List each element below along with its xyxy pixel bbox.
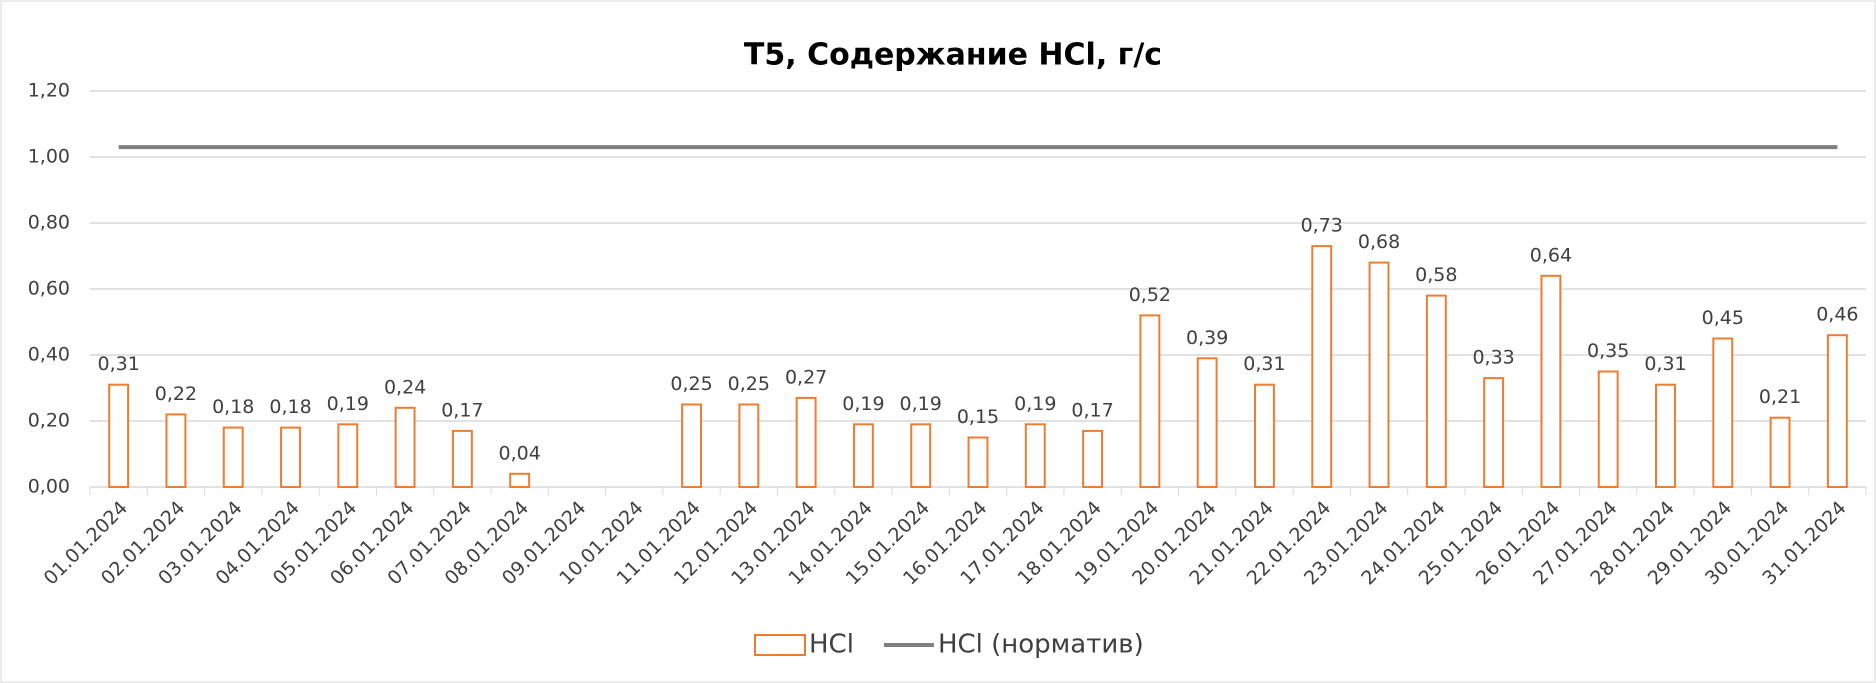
bar: [1483, 377, 1505, 489]
bar: [1425, 294, 1447, 488]
y-tick-label: 0,20: [28, 410, 70, 432]
bar: [108, 383, 130, 489]
data-label: 0,18: [212, 396, 254, 418]
bar: [795, 396, 817, 488]
data-label: 0,45: [1702, 307, 1744, 329]
bar: [509, 472, 531, 488]
bar: [681, 403, 703, 488]
bar: [1769, 416, 1791, 489]
bar: [337, 423, 359, 488]
legend-label: HCl: [809, 630, 854, 660]
y-tick-label: 0,80: [28, 212, 70, 234]
data-label: 0,21: [1759, 386, 1801, 408]
bar: [1139, 314, 1161, 488]
y-tick-label: 0,40: [28, 344, 70, 366]
y-tick-label: 1,00: [28, 146, 70, 168]
data-label: 0,68: [1358, 231, 1400, 253]
legend-label: HCl (норматив): [938, 630, 1144, 660]
bar: [165, 413, 187, 488]
data-label: 0,18: [269, 396, 311, 418]
bar: [852, 423, 874, 488]
legend-swatch: [754, 634, 806, 656]
chart-title: T5, Содержание HCl, г/с: [744, 38, 1162, 73]
bar: [1311, 245, 1333, 488]
data-label: 0,31: [1243, 353, 1285, 375]
y-tick-label: 0,00: [28, 476, 70, 498]
data-label: 0,25: [728, 373, 770, 395]
bar: [222, 426, 244, 489]
bar: [1597, 370, 1619, 488]
bar: [1082, 429, 1104, 488]
bar: [1540, 274, 1562, 488]
data-label: 0,64: [1530, 244, 1572, 266]
bar: [910, 423, 932, 488]
data-label: 0,31: [97, 353, 139, 375]
y-tick-label: 1,20: [28, 80, 70, 102]
data-label: 0,04: [499, 442, 541, 464]
data-label: 0,22: [155, 383, 197, 405]
data-label: 0,19: [900, 393, 942, 415]
data-label: 0,27: [785, 366, 827, 388]
bar: [1712, 337, 1734, 488]
bar: [451, 429, 473, 488]
data-label: 0,46: [1816, 304, 1858, 326]
data-label: 0,19: [327, 393, 369, 415]
bar: [1655, 383, 1676, 489]
data-label: 0,58: [1415, 264, 1457, 286]
bar: [1196, 357, 1218, 488]
data-label: 0,15: [957, 406, 999, 428]
data-label: 0,33: [1472, 347, 1514, 369]
data-label: 0,19: [1014, 393, 1056, 415]
bar: [967, 436, 989, 488]
data-label: 0,17: [441, 399, 483, 421]
data-label: 0,19: [842, 393, 884, 415]
data-label: 0,25: [670, 373, 712, 395]
data-label: 0,73: [1301, 215, 1343, 237]
bar: [1024, 423, 1046, 488]
bar: [1368, 261, 1390, 488]
data-label: 0,24: [384, 376, 426, 398]
bar: [394, 406, 416, 488]
y-tick-label: 0,60: [28, 278, 70, 300]
bar: [738, 403, 760, 488]
data-label: 0,17: [1071, 399, 1113, 421]
bar: [1253, 383, 1275, 489]
bar: [1826, 334, 1848, 489]
data-label: 0,39: [1186, 327, 1228, 349]
data-label: 0,35: [1587, 340, 1629, 362]
data-label: 0,52: [1129, 284, 1171, 306]
bar: [280, 426, 301, 489]
data-label: 0,31: [1644, 353, 1686, 375]
